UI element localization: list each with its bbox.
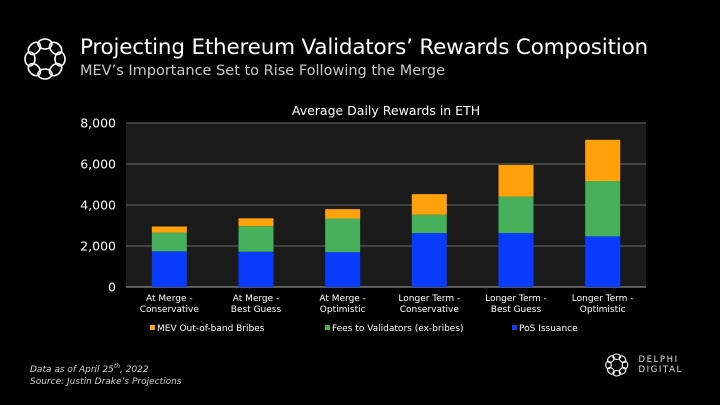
bar-segment-pos-issuance — [498, 233, 534, 287]
x-tick-label: Conservative — [140, 305, 200, 315]
logo-loop — [618, 355, 627, 364]
bar-segment-pos-issuance — [151, 251, 187, 287]
logo-loop — [27, 41, 42, 56]
y-tick-label: 4,000 — [80, 198, 116, 213]
logo-loop — [37, 68, 53, 80]
x-tick-label: At Merge - — [146, 294, 193, 304]
chart-title: Average Daily Rewards in ETH — [291, 103, 481, 118]
logo-loop — [24, 51, 36, 67]
bar-segment-pos-issuance — [238, 251, 274, 287]
logo-loop — [54, 51, 66, 67]
logo-loop — [607, 366, 615, 375]
logo-loop — [621, 360, 629, 370]
bar-segment-fees-to-validators-ex-bribes- — [238, 226, 274, 252]
logo-loop — [48, 62, 63, 77]
brand-mark: DELPHI DIGITAL — [603, 350, 720, 380]
page-title: Projecting Ethereum Validators’ Rewards … — [80, 35, 648, 60]
bar-segment-pos-issuance — [585, 236, 621, 287]
bar-segment-mev-out-of-band-bribes — [585, 139, 621, 182]
x-tick-label: Longer Term - — [572, 294, 634, 304]
bar-segment-pos-issuance — [411, 233, 447, 287]
bar-segment-fees-to-validators-ex-bribes- — [498, 196, 534, 234]
legend-swatch — [150, 325, 155, 330]
bar-segment-mev-out-of-band-bribes — [411, 194, 447, 215]
logo-loop — [605, 360, 612, 370]
logo-loop — [48, 41, 63, 56]
legend-label: Fees to Validators (ex-bribes) — [332, 324, 464, 334]
x-tick-label: At Merge - — [319, 294, 366, 304]
bar-segment-fees-to-validators-ex-bribes- — [585, 181, 621, 237]
y-tick-label: 6,000 — [80, 157, 116, 172]
delphi-logo-icon — [24, 38, 66, 80]
bar-segment-pos-issuance — [325, 252, 361, 287]
footer-notes: Data as of April 25th, 2022 Source: Just… — [30, 361, 182, 388]
bar-segment-mev-out-of-band-bribes — [325, 209, 361, 219]
page-subtitle: MEV’s Importance Set to Rise Following t… — [80, 63, 446, 79]
y-tick-label: 2,000 — [80, 239, 116, 254]
x-tick-label: Longer Term - — [398, 294, 460, 304]
x-tick-label: Best Guess — [231, 305, 282, 315]
logo-loop — [618, 366, 627, 375]
bar-segment-fees-to-validators-ex-bribes- — [411, 214, 447, 234]
logo-loop — [37, 38, 53, 50]
x-tick-label: At Merge - — [233, 294, 280, 304]
bar-segment-mev-out-of-band-bribes — [151, 226, 187, 233]
data-date-note: Data as of April 25th, 2022 — [30, 363, 149, 375]
bar-segment-mev-out-of-band-bribes — [238, 218, 274, 227]
bar-segment-mev-out-of-band-bribes — [498, 165, 534, 197]
x-tick-label: Optimistic — [320, 305, 366, 315]
legend-label: MEV Out-of-band Bribes — [157, 324, 265, 334]
legend-swatch — [325, 325, 330, 330]
y-tick-label: 0 — [108, 280, 116, 295]
x-tick-label: Best Guess — [491, 305, 542, 315]
logo-loop — [612, 369, 622, 377]
source-note: Source: Justin Drake’s Projections — [30, 377, 182, 387]
bar-segment-fees-to-validators-ex-bribes- — [325, 218, 361, 253]
bar-segment-fees-to-validators-ex-bribes- — [151, 232, 187, 252]
x-tick-label: Longer Term - — [485, 294, 547, 304]
logo-loop — [27, 62, 42, 77]
legend-label: PoS Issuance — [519, 324, 578, 334]
delphi-brand-icon — [605, 353, 629, 377]
logo-loop — [607, 355, 615, 364]
x-tick-label: Optimistic — [580, 305, 626, 315]
y-tick-label: 8,000 — [80, 116, 116, 131]
x-tick-label: Conservative — [400, 305, 460, 315]
legend-swatch — [512, 325, 517, 330]
logo-loop — [612, 353, 622, 361]
brand-name: DELPHI DIGITAL — [638, 355, 683, 375]
